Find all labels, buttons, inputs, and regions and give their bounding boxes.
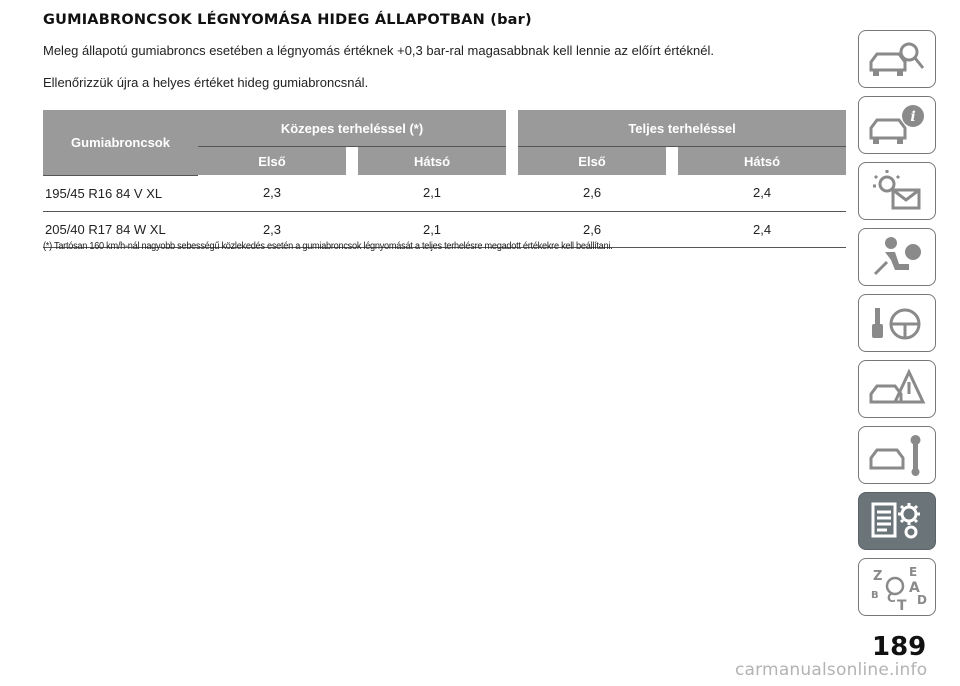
tab-car-info[interactable]: i: [858, 96, 936, 154]
index-letter: A: [909, 580, 920, 596]
table-row: 195/45 R16 84 V XL 2,3 2,1 2,6 2,4: [43, 175, 847, 212]
tyre-size: 195/45 R16 84 V XL: [43, 175, 198, 212]
tab-warning-lights[interactable]: [858, 162, 936, 220]
index-letter: Z: [873, 569, 882, 584]
pressure-value: 2,3: [198, 175, 346, 212]
tyre-column-header: Gumiabroncsok: [43, 110, 198, 176]
index-letter: B: [871, 590, 879, 601]
group-header-full-load: Teljes terheléssel: [518, 110, 847, 147]
pressure-value: 2,1: [358, 211, 507, 248]
index-letter: D: [917, 593, 927, 607]
group-header-medium-load: Közepes terheléssel (*): [198, 110, 507, 147]
pressure-value: 2,4: [678, 211, 847, 248]
pressure-value: 2,1: [358, 175, 507, 212]
index-letter: T: [897, 598, 907, 610]
check-paragraph: Ellenőrizzük újra a helyes értéket hideg…: [43, 75, 369, 90]
tab-safety[interactable]: [858, 228, 936, 286]
subheader-front: Első: [198, 146, 346, 175]
road-hazard-icon: [869, 368, 926, 404]
car-info-icon: i: [869, 105, 924, 144]
tab-starting-driving[interactable]: [858, 294, 936, 352]
svg-text:i: i: [910, 109, 915, 125]
index-letter: E: [909, 565, 917, 579]
warning-light-message-icon: [873, 170, 921, 210]
car-wrench-icon: [869, 435, 921, 476]
tyre-pressure-table: Gumiabroncsok Közepes terheléssel (*) Te…: [43, 110, 847, 248]
subheader-rear: Hátsó: [358, 146, 507, 175]
specifications-gear-icon: [871, 502, 920, 539]
subheader-rear: Hátsó: [678, 146, 847, 175]
tab-specifications[interactable]: [858, 492, 936, 550]
airbag-passenger-icon: [873, 237, 921, 276]
alphabetical-index-icon: Z E A B C T D: [871, 565, 927, 610]
footnote: (*) Tartósan 160 km/h-nál nagyobb sebess…: [43, 241, 613, 252]
index-letter: C: [887, 591, 896, 605]
pressure-value: 2,4: [678, 175, 847, 212]
tab-maintenance[interactable]: [858, 426, 936, 484]
pressure-value: 2,6: [518, 211, 667, 248]
pressure-value: 2,6: [518, 175, 667, 212]
table-row: 205/40 R17 84 W XL 2,3 2,1 2,6 2,4: [43, 211, 847, 248]
watermark: carmanualsonline.info: [735, 660, 928, 680]
intro-paragraph: Meleg állapotú gumiabroncs esetében a lé…: [43, 43, 714, 58]
car-search-icon: [869, 42, 925, 76]
tab-emergency[interactable]: [858, 360, 936, 418]
page-number: 189: [872, 632, 927, 662]
tab-car-search[interactable]: [858, 30, 936, 88]
tyre-size: 205/40 R17 84 W XL: [43, 211, 198, 248]
subheader-front: Első: [518, 146, 667, 175]
key-steering-wheel-icon: [872, 308, 921, 340]
tab-index[interactable]: Z E A B C T D: [858, 558, 936, 616]
pressure-value: 2,3: [198, 211, 346, 248]
page-title: GUMIABRONCSOK LÉGNYOMÁSA HIDEG ÁLLAPOTBA…: [43, 12, 532, 28]
